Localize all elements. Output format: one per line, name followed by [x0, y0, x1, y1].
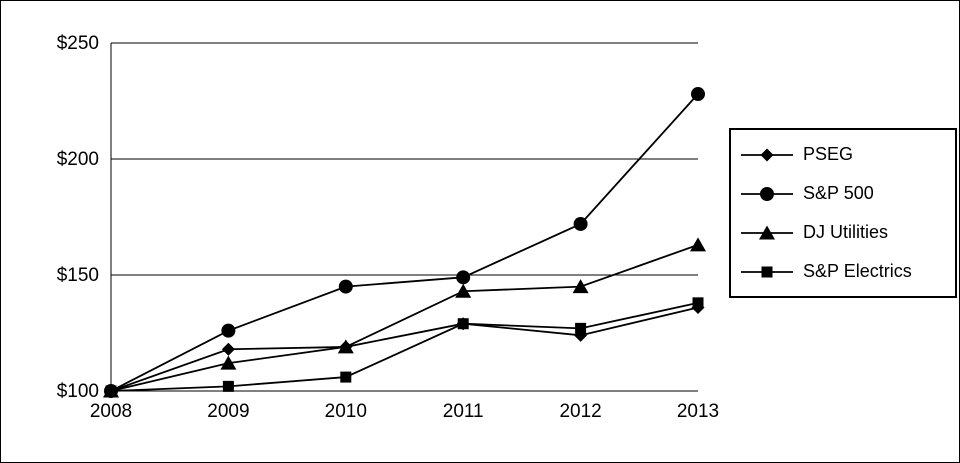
square-marker — [105, 385, 117, 397]
square-marker — [575, 322, 587, 334]
series-markers-pseg — [104, 300, 705, 398]
legend-item-s-p-electrics: S&P Electrics — [739, 252, 947, 291]
series-line-dj-utilities — [110, 243, 699, 392]
legend-marker-square — [741, 266, 793, 277]
x-tick-label: 2008 — [90, 401, 132, 422]
diamond-marker — [760, 148, 774, 161]
legend-label: PSEG — [803, 144, 854, 164]
square-marker — [457, 318, 469, 330]
triangle-marker — [455, 283, 472, 298]
square-marker — [340, 371, 352, 383]
square-marker — [222, 380, 234, 392]
legend-label: DJ Utilities — [803, 222, 889, 242]
legend-marker-triangle — [741, 225, 793, 239]
triangle-marker — [690, 237, 706, 252]
x-tick-label: 2010 — [325, 401, 367, 422]
circle-marker — [221, 323, 236, 338]
y-tick-label: $200 — [57, 149, 99, 170]
legend-marker-circle — [741, 186, 793, 201]
legend-marker-diamond — [741, 148, 793, 161]
legend: PSEG S&P 500 DJ Utilities S&P Electrics — [729, 128, 957, 298]
diamond-marker — [221, 342, 235, 356]
x-tick-label: 2011 — [443, 401, 484, 422]
triangle-marker — [759, 225, 775, 239]
triangle-marker — [572, 279, 589, 294]
square-marker — [761, 266, 773, 277]
series-line-s-p-500 — [110, 93, 699, 392]
series-line-pseg — [110, 306, 699, 392]
circle-marker — [691, 87, 705, 102]
circle-marker — [456, 270, 471, 285]
circle-marker — [760, 186, 774, 201]
series-line-s-p-electrics — [110, 301, 699, 392]
triangle-marker — [220, 355, 237, 370]
circle-marker — [338, 279, 353, 294]
circle-marker — [573, 216, 588, 231]
y-tick-label: $250 — [57, 33, 99, 54]
y-tick-label: $100 — [57, 381, 99, 402]
square-marker — [692, 297, 704, 309]
triangle-marker — [337, 339, 354, 354]
series-markers-dj-utilities — [103, 237, 706, 398]
legend-item-s-p-500: S&P 500 — [739, 174, 947, 213]
x-tick-label: 2009 — [207, 401, 249, 422]
x-tick-label: 2013 — [677, 401, 719, 422]
legend-item-dj-utilities: DJ Utilities — [739, 213, 947, 252]
legend-label: S&P Electrics — [803, 261, 912, 281]
x-tick-label: 2012 — [559, 401, 601, 422]
legend-label: S&P 500 — [803, 183, 874, 203]
series-markers-s-p-electrics — [105, 297, 704, 397]
y-tick-label: $150 — [57, 265, 99, 286]
legend-item-pseg: PSEG — [739, 135, 947, 174]
